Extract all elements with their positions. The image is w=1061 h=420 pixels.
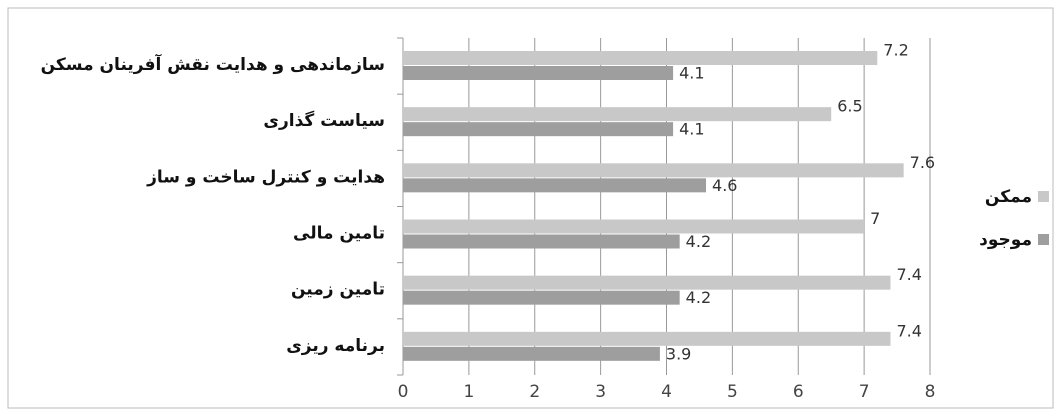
value-label: 4.2 bbox=[686, 288, 711, 307]
bar bbox=[403, 51, 878, 65]
value-label: 4.1 bbox=[679, 64, 704, 83]
value-label: 4.1 bbox=[679, 120, 704, 139]
x-tick-label: 3 bbox=[595, 382, 606, 402]
category-label: سیاست گذاری bbox=[263, 110, 385, 131]
category-label: سازماندهی و هدایت نقش آفرینان مسکن bbox=[41, 53, 385, 75]
bar bbox=[403, 66, 674, 80]
bar bbox=[403, 219, 865, 234]
category-label: تامین مالی bbox=[293, 224, 385, 244]
value-label: 4.6 bbox=[712, 176, 737, 195]
bar bbox=[403, 163, 904, 178]
x-tick-label: 7 bbox=[859, 382, 870, 402]
category-label: برنامه ریزی bbox=[286, 336, 385, 356]
value-label: 3.9 bbox=[666, 344, 691, 363]
legend-swatch bbox=[1038, 191, 1049, 202]
x-tick-label: 8 bbox=[925, 382, 936, 402]
bar bbox=[403, 275, 891, 290]
x-tick-label: 2 bbox=[529, 382, 540, 402]
legend-swatch bbox=[1038, 234, 1049, 245]
value-label: 7 bbox=[870, 209, 880, 228]
bar bbox=[403, 331, 891, 346]
bar bbox=[403, 290, 680, 305]
bar bbox=[403, 234, 680, 249]
x-tick-label: 6 bbox=[793, 382, 804, 402]
bar bbox=[403, 107, 832, 122]
x-tick-label: 5 bbox=[727, 382, 738, 402]
value-label: 7.2 bbox=[883, 41, 908, 60]
value-label: 7.6 bbox=[910, 153, 935, 172]
value-label: 6.5 bbox=[837, 97, 862, 116]
value-label: 7.4 bbox=[896, 321, 921, 340]
bar bbox=[403, 122, 674, 137]
category-label: هدایت و کنترل ساخت و ساز bbox=[146, 167, 385, 187]
x-tick-label: 4 bbox=[661, 382, 672, 402]
bar bbox=[403, 178, 707, 193]
bar bbox=[403, 346, 660, 361]
value-label: 4.2 bbox=[686, 232, 711, 251]
category-label: تامین زمین bbox=[291, 280, 385, 300]
x-tick-label: 1 bbox=[463, 382, 474, 402]
legend-label: ممکن bbox=[985, 187, 1032, 207]
legend-label: موجود bbox=[979, 230, 1032, 250]
x-tick-label: 0 bbox=[398, 382, 409, 402]
value-label: 7.4 bbox=[896, 265, 921, 284]
